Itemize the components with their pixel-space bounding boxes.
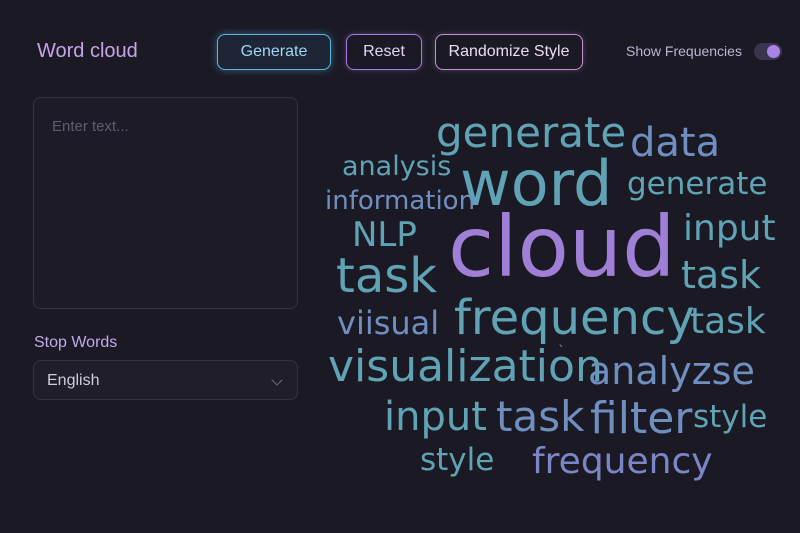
cloud-word: word <box>460 147 613 220</box>
cloud-word: input <box>683 208 776 249</box>
cloud-word: generate <box>436 108 627 157</box>
randomize-style-button[interactable]: Randomize Style <box>435 34 583 70</box>
cloud-word: frequency <box>532 441 713 482</box>
stray-mark: ` <box>558 344 565 360</box>
cloud-word: input <box>384 394 487 440</box>
cloud-word: analyzse <box>588 349 755 393</box>
cloud-word: data <box>630 120 721 166</box>
show-frequencies-label: Show Frequencies <box>626 43 742 59</box>
cloud-word: task <box>681 253 761 297</box>
cloud-word: NLP <box>352 215 417 255</box>
cloud-word: analysis <box>342 151 452 182</box>
cloud-word: visualization <box>328 341 603 392</box>
reset-button[interactable]: Reset <box>346 34 422 70</box>
cloud-word: generate <box>627 166 768 202</box>
stop-words-value: English <box>47 372 100 389</box>
cloud-word: style <box>693 399 768 435</box>
cloud-word: cloud <box>448 198 676 296</box>
toggle-knob <box>767 45 780 58</box>
generate-button[interactable]: Generate <box>217 34 331 70</box>
cloud-word: style <box>420 442 495 478</box>
cloud-word: task <box>496 392 585 441</box>
chevron-down-icon <box>271 374 283 386</box>
cloud-word: filter <box>590 393 693 444</box>
cloud-word: frequency <box>454 290 695 346</box>
cloud-word: task <box>690 301 766 342</box>
cloud-word: information <box>325 186 476 216</box>
stop-words-select[interactable]: English <box>33 360 298 400</box>
text-input[interactable] <box>33 97 298 309</box>
show-frequencies-toggle[interactable] <box>754 43 782 60</box>
app-title: Word cloud <box>37 40 138 62</box>
cloud-word: task <box>336 248 438 304</box>
cloud-word: viisual <box>337 304 440 342</box>
stop-words-label: Stop Words <box>34 334 118 351</box>
